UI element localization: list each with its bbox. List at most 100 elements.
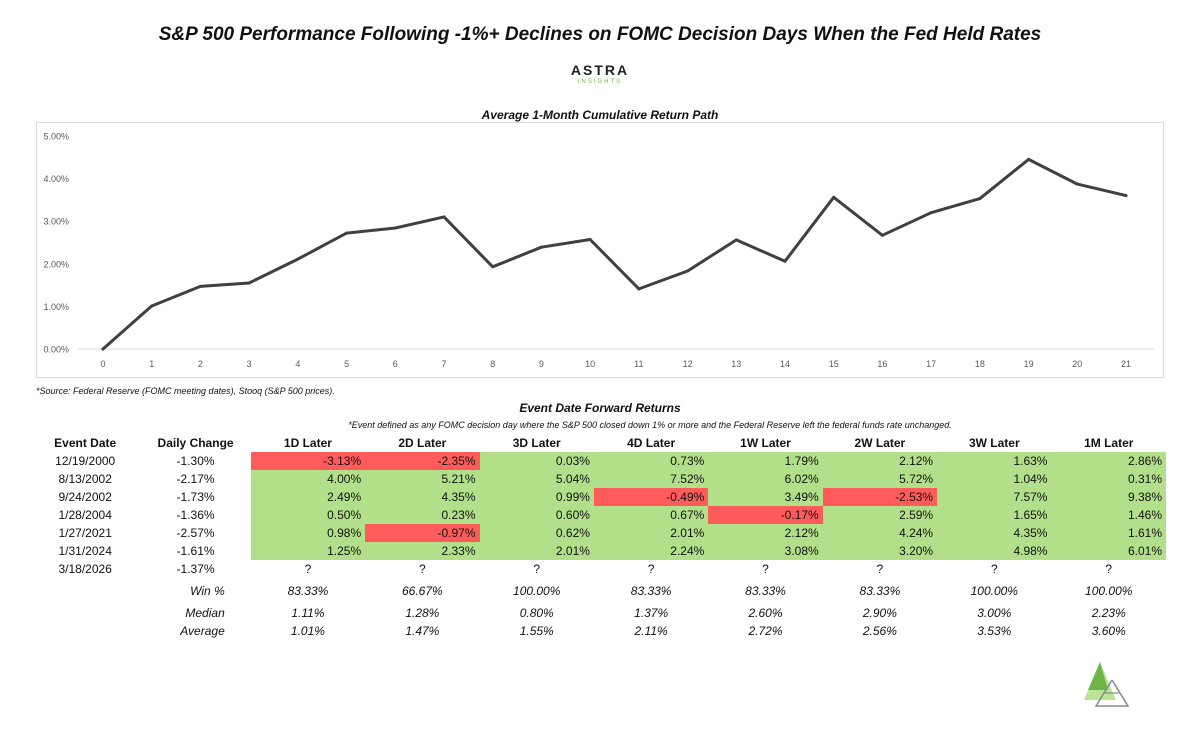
column-header: 1M Later — [1084, 436, 1134, 450]
series-point — [832, 195, 836, 199]
stat-value: 1.37% — [634, 606, 669, 620]
x-tick-label: 5 — [344, 359, 349, 369]
return-cell: 4.35% — [937, 524, 1052, 542]
return-cell: ? — [990, 562, 998, 576]
table-row: 8/13/2002 -2.17% 4.00% 5.21% 5.04% 7.52% 6.02%… — [30, 470, 1166, 488]
y-tick-label: 1.00% — [43, 302, 69, 312]
return-cell: 0.67% — [593, 506, 709, 524]
x-tick-label: 2 — [198, 359, 203, 369]
stat-value: 2.72% — [748, 624, 783, 638]
return-cell: -2.35% — [365, 452, 480, 470]
daily-change-cell: -1.36% — [176, 508, 215, 522]
return-cell: 7.52% — [593, 470, 709, 488]
return-cell: 1.04% — [937, 470, 1052, 488]
daily-change-cell: -1.30% — [176, 454, 215, 468]
series-point — [539, 245, 543, 249]
daily-change-cell: -2.17% — [176, 472, 215, 486]
column-header: 4D Later — [627, 436, 676, 450]
stat-label: Win % — [190, 584, 225, 598]
x-tick-label: 11 — [634, 359, 643, 369]
stat-value: 83.33% — [287, 584, 329, 598]
return-cell: 2.24% — [593, 542, 709, 560]
x-tick-label: 10 — [585, 359, 595, 369]
event-definition-note: *Event defined as any FOMC decision day … — [348, 420, 952, 430]
return-cell: 1.46% — [1051, 506, 1166, 524]
column-header: 3D Later — [512, 436, 561, 450]
stat-value: 66.67% — [401, 584, 443, 598]
x-tick-label: 0 — [100, 359, 105, 369]
stat-value: 1.28% — [405, 606, 440, 620]
daily-change-cell: -1.61% — [176, 544, 215, 558]
return-cell: 4.24% — [822, 524, 938, 542]
return-cell: 0.23% — [365, 506, 480, 524]
return-cell: 3.49% — [708, 488, 823, 506]
stat-row: Median 1.11% 1.28% 0.80% 1.37% 2.60% 2.90% 3.00… — [30, 604, 1166, 622]
daily-change-cell: -1.73% — [176, 490, 215, 504]
return-cell: 0.03% — [479, 452, 594, 470]
column-header: Daily Change — [157, 436, 234, 450]
return-cell: 4.98% — [937, 542, 1052, 560]
return-cell: ? — [762, 562, 769, 576]
return-cell: 7.57% — [937, 488, 1052, 506]
stat-value: 2.11% — [634, 624, 668, 638]
stat-label: Average — [180, 624, 225, 638]
chart-title: Average 1-Month Cumulative Return Path — [481, 108, 719, 122]
series-point — [1027, 157, 1031, 161]
return-cell: 5.72% — [822, 470, 938, 488]
stat-spacer — [30, 604, 140, 622]
return-cell: 0.73% — [593, 452, 709, 470]
stat-value: 1.01% — [290, 624, 325, 638]
return-cell: 5.21% — [365, 470, 480, 488]
return-cell: 0.50% — [250, 506, 366, 524]
table-title: Event Date Forward Returns — [519, 401, 681, 415]
return-cell: 4.00% — [250, 470, 366, 488]
column-header: 2D Later — [398, 436, 447, 450]
return-cell: 6.01% — [1051, 542, 1166, 560]
column-header: 3W Later — [968, 436, 1020, 450]
table-row: 1/31/2024 -1.61% 1.25% 2.33% 2.01% 2.24% 3.08%… — [30, 542, 1166, 560]
return-cell: 5.04% — [479, 470, 594, 488]
series-point — [101, 347, 105, 351]
return-cell: 1.79% — [708, 452, 823, 470]
x-tick-label: 20 — [1072, 359, 1082, 369]
event-date-cell: 1/27/2021 — [58, 526, 112, 540]
series-point — [442, 215, 446, 219]
return-cell: ? — [418, 562, 426, 576]
series-point — [637, 287, 641, 291]
return-cell: 2.86% — [1051, 452, 1166, 470]
return-cell: -2.53% — [822, 488, 938, 506]
series-point — [345, 231, 349, 235]
stat-label: Median — [185, 606, 225, 620]
event-date-cell: 8/13/2002 — [58, 472, 112, 486]
series-point — [393, 226, 397, 230]
series-point — [296, 257, 300, 261]
page-title: S&P 500 Performance Following -1%+ Decli… — [158, 24, 1042, 45]
return-cell: -0.97% — [365, 524, 480, 542]
return-cell: ? — [304, 562, 312, 576]
return-cell: 2.49% — [250, 488, 366, 506]
series-point — [686, 269, 690, 273]
x-tick-label: 17 — [926, 359, 936, 369]
logo-subtitle: INSIGHTS — [577, 79, 623, 85]
return-cell: 9.38% — [1051, 488, 1166, 506]
table-stats: Win % 83.33% 66.67% 100.00% 83.33% 83.33% 83.3… — [30, 578, 1166, 640]
event-date-cell: 3/18/2026 — [58, 562, 112, 576]
column-header: 1D Later — [283, 436, 332, 450]
return-cell: 4.35% — [365, 488, 480, 506]
return-cell: -0.17% — [708, 506, 823, 524]
return-cell: 2.33% — [365, 542, 480, 560]
stat-value: 1.47% — [405, 624, 440, 638]
x-tick-label: 15 — [829, 359, 839, 369]
event-date-cell: 1/31/2024 — [58, 544, 112, 558]
return-cell: -3.13% — [250, 452, 366, 470]
series-point — [198, 284, 202, 288]
return-cell: 0.60% — [479, 506, 594, 524]
stat-value: 1.55% — [519, 624, 554, 638]
return-cell: 0.99% — [479, 488, 594, 506]
return-cell: 0.31% — [1051, 470, 1166, 488]
table-row: 1/28/2004 -1.36% 0.50% 0.23% 0.60% 0.67% -0.17… — [30, 506, 1166, 524]
return-cell: 3.08% — [708, 542, 823, 560]
x-tick-labels: 0 1 2 3 4 5 6 7 8 9 10 11 12 13 14 15 16 17 18 19 20 21 — [100, 359, 1131, 369]
event-date-cell: 12/19/2000 — [55, 454, 116, 468]
table-row: 9/24/2002 -1.73% 2.49% 4.35% 0.99% -0.49% 3.49… — [30, 488, 1166, 506]
